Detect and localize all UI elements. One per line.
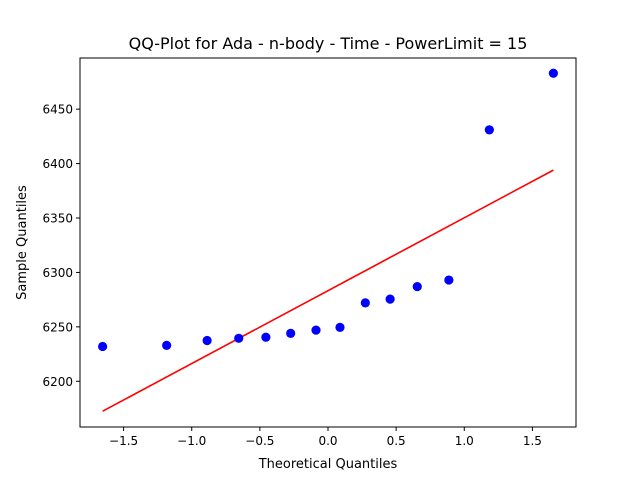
plot-area: −1.5 −1.0 −0.5 0.0 0.5 1.0 1.5 6200 6250 6300 635… (42, 57, 577, 448)
y-tick-label: 6200 (42, 375, 73, 389)
data-point (261, 332, 271, 342)
data-point (162, 340, 172, 350)
reference-line (102, 169, 554, 412)
x-tick-label: 1.0 (455, 434, 474, 448)
y-tick-label: 6400 (42, 157, 73, 171)
x-axis-ticks: −1.5 −1.0 −0.5 0.0 0.5 1.0 1.5 (109, 427, 542, 448)
y-tick-label: 6350 (42, 212, 73, 226)
x-tick-label: 0.0 (318, 434, 337, 448)
y-axis-label: Sample Quantiles (15, 185, 30, 300)
x-tick-label: −0.5 (245, 434, 274, 448)
data-point (412, 281, 422, 292)
data-point (311, 325, 321, 335)
data-point (335, 322, 345, 333)
x-tick-label: 1.5 (523, 434, 542, 448)
y-tick-label: 6450 (42, 103, 73, 117)
y-axis-ticks: 6200 6250 6300 6350 6400 6450 (42, 103, 80, 389)
data-point (385, 294, 395, 304)
x-axis-label: Theoretical Quantiles (258, 457, 398, 472)
chart-title: QQ-Plot for Ada - n-body - Time - PowerL… (129, 34, 528, 53)
data-point (360, 298, 370, 308)
data-point (484, 125, 494, 135)
x-tick-label: −1.5 (109, 434, 138, 448)
series-layer (98, 68, 558, 412)
x-tick-label: −1.0 (177, 434, 206, 448)
data-point (202, 335, 212, 346)
y-tick-label: 6300 (42, 266, 73, 280)
y-tick-label: 6250 (42, 320, 73, 334)
data-point (286, 328, 296, 338)
data-point (444, 275, 454, 285)
x-tick-label: 0.5 (387, 434, 406, 448)
data-point (234, 333, 244, 343)
data-point (98, 341, 108, 352)
data-point (548, 68, 558, 78)
